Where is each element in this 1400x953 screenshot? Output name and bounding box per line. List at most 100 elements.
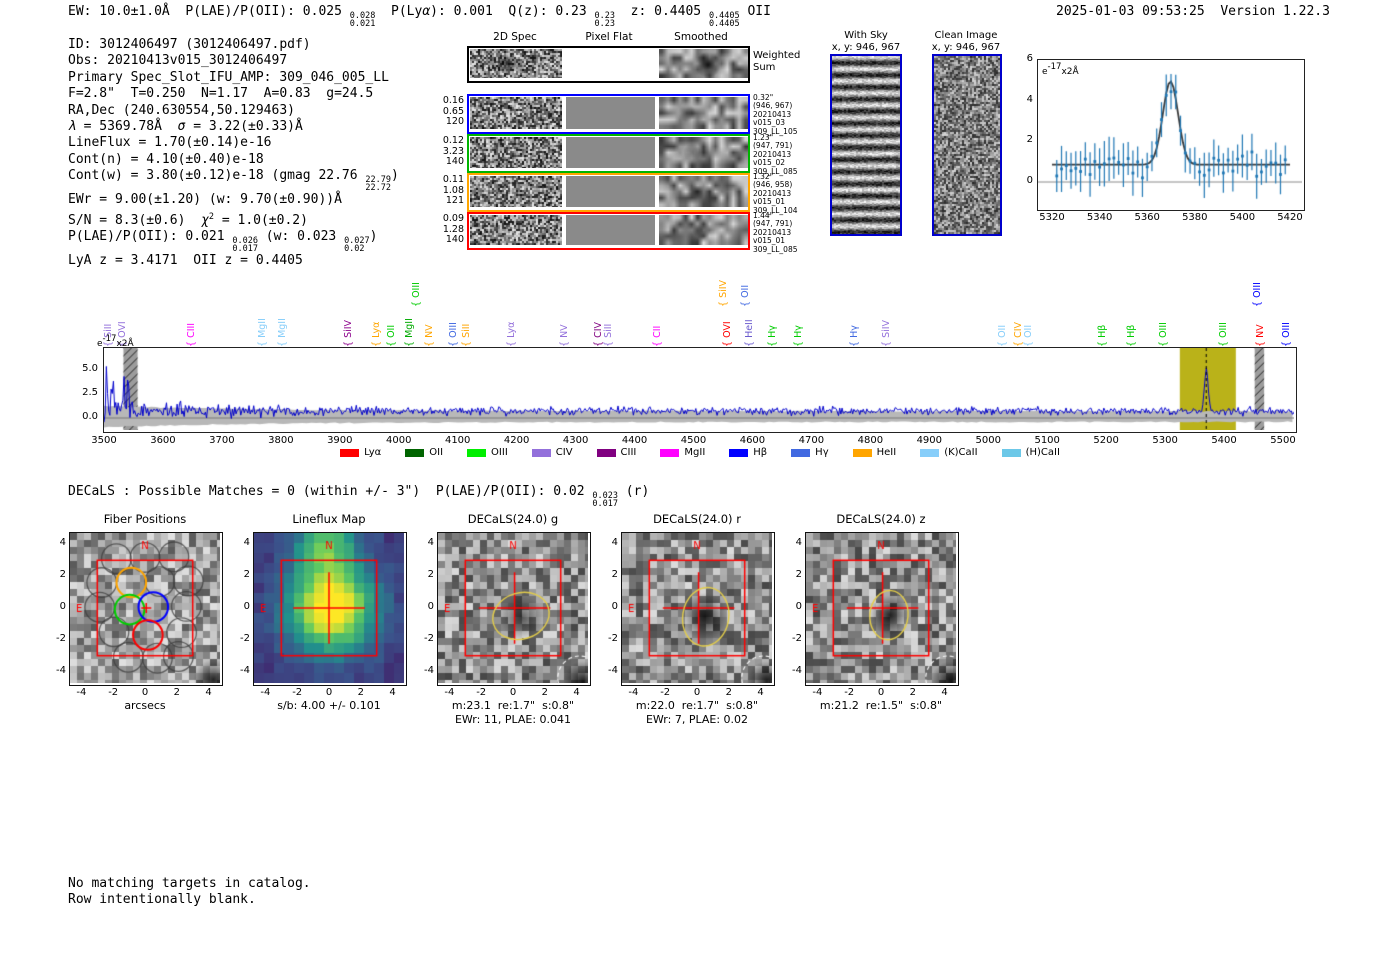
spectral-line-label: { CIII	[186, 322, 198, 347]
legend-label: CIII	[620, 447, 637, 458]
info-line: Primary Spec_Slot_IFU_AMP: 309_046_005_L…	[68, 69, 389, 85]
y-tick-label: 4	[59, 537, 66, 549]
spec2d-row	[467, 212, 750, 250]
y-tick-label: 6	[1026, 53, 1033, 64]
clean-image-title: Clean Image	[934, 30, 998, 41]
spec2d-cell-2dspec	[470, 215, 562, 245]
with-sky-cutout	[830, 54, 902, 236]
cutout-title: DECaLS(24.0) g	[467, 512, 559, 526]
spectral-line-label: { OIII	[1157, 322, 1169, 347]
y-tick-label: 4	[611, 537, 618, 549]
spectral-line-label: { NV	[1254, 324, 1266, 347]
cutout-caption2: EWr: 7, PLAE: 0.02	[645, 713, 749, 726]
legend-label: (K)CaII	[944, 447, 978, 458]
x-tick-label: 4	[205, 687, 212, 698]
legend-label: (H)CaII	[1025, 447, 1060, 458]
x-tick-label: 4	[757, 687, 764, 698]
cutout-panel-decals	[805, 532, 959, 686]
catalog-footer-note: No matching targets in catalog. Row inten…	[68, 876, 311, 907]
x-tick-label: 4	[941, 687, 948, 698]
spec2d-row	[467, 94, 750, 134]
superscript: -17	[1047, 62, 1062, 72]
spec2d-cell-2dspec	[470, 97, 562, 129]
spec2d-row	[467, 134, 750, 173]
y-tick-label: -4	[56, 664, 66, 676]
y-tick-label: 0	[427, 601, 434, 612]
italic-symbol: σ	[177, 119, 186, 135]
y-tick-label: 2	[1026, 134, 1033, 146]
emission-line-legend: Lyα OII OIII CIV CIII MgII Hβ Hγ HeII (K)CaII (H)C…	[104, 447, 1296, 458]
y-tick-label: 2	[427, 569, 434, 581]
info-line: LineFlux = 1.70(±0.14)e-16	[68, 135, 272, 151]
line-fit-zoom-plot	[1037, 59, 1305, 211]
info-line: EWr = 9.00(±1.20) (w: 9.70(±0.90))Å	[68, 192, 342, 208]
x-tick-label: 4100	[444, 435, 471, 446]
spectral-line-label: { OIII	[410, 282, 422, 307]
spec2d-cell-smoothed	[659, 137, 748, 168]
superscript: 2	[208, 211, 215, 222]
spectral-line-label: { SiII	[460, 323, 472, 347]
x-tick-label: 3600	[150, 435, 176, 446]
x-tick-label: 0	[693, 687, 701, 698]
full-spectrum-plot	[103, 347, 1297, 433]
x-tick-label: 5000	[975, 435, 1001, 446]
y-tick-label: 0.0	[82, 411, 98, 422]
x-tick-label: 3500	[91, 435, 117, 446]
legend-label: Hγ	[815, 447, 829, 458]
info-line: Obs: 20210413v015_3012406497	[68, 53, 288, 69]
spec2d-cell-smoothed	[659, 97, 748, 129]
spec2d-row-right-labels: 1.23" (947, 791) 20210413 v015_02 309_LL_085	[753, 133, 798, 176]
spectral-line-label: { Hγ	[848, 325, 860, 347]
stacked-uncertainty: 0.028 0.021	[349, 11, 376, 29]
legend-item: Hβ	[729, 447, 767, 458]
spec2d-row-left-labels: 0.12 3.23 140	[442, 135, 464, 167]
x-tick-label: -2	[660, 687, 671, 698]
x-tick-label: 5360	[1134, 212, 1160, 223]
x-tick-label: 0	[877, 687, 885, 698]
x-tick-label: 4	[573, 687, 580, 698]
x-tick-label: 5420	[1277, 212, 1303, 223]
y-tick-label: 2	[243, 569, 250, 581]
legend-item: (H)CaII	[1001, 447, 1060, 458]
stacked-uncertainty: 0.4405 0.4405	[708, 11, 740, 29]
x-tick-label: 4800	[857, 435, 884, 446]
legend-label: MgII	[684, 447, 706, 458]
y-tick-label: -2	[424, 632, 434, 644]
x-tick-label: 4000	[386, 435, 412, 446]
legend-swatch	[405, 448, 425, 457]
spectral-line-label: { OII	[997, 324, 1009, 347]
y-tick-label: 0	[611, 601, 618, 612]
with-sky-coords: x, y: 946, 967	[831, 42, 901, 53]
spectral-line-label: { OII	[385, 324, 397, 347]
footer-line: No matching targets in catalog.	[68, 876, 311, 891]
x-tick-label: 5400	[1211, 435, 1237, 446]
y-tick-label: 4	[1026, 93, 1033, 105]
x-tick-label: 5300	[1152, 435, 1178, 446]
clean-image-cutout	[932, 54, 1002, 236]
x-tick-label: -2	[476, 687, 487, 698]
y-tick-label: -2	[608, 632, 618, 644]
spectral-line-label: { Hγ	[767, 325, 779, 347]
x-tick-label: -4	[76, 687, 87, 698]
legend-swatch	[920, 448, 940, 457]
spec2d-cell-smoothed	[659, 215, 748, 245]
x-tick-label: -2	[108, 687, 119, 698]
x-tick-label: 0	[509, 687, 517, 698]
info-line: Cont(n) = 4.10(±0.40)e-18	[68, 151, 264, 167]
spectral-line-label: { Hβ	[1097, 324, 1109, 347]
x-tick-label: 4500	[680, 435, 707, 446]
cutout-caption: m:21.2 re:1.5" s:0.8"	[819, 699, 943, 712]
spectral-line-label: { Lyα	[505, 321, 517, 347]
spectral-line-label: { NV	[558, 324, 570, 347]
spec2d-row-right-labels: 1.44" (947, 791) 20210413 v015_01 309_LL_085	[753, 211, 798, 254]
spec2d-cell-2dspec	[470, 49, 562, 78]
y-tick-label: 0	[1026, 175, 1033, 186]
y-tick-label: 0	[795, 601, 802, 612]
header-summary-line: EW: 10.0±1.0Å P(LAE)/P(OII): 0.025 0.028…	[68, 4, 771, 29]
zoom-plot-ylabel: e-17x2Å	[1042, 62, 1079, 77]
legend-item: HeII	[852, 447, 896, 458]
x-tick-label: 4200	[503, 435, 530, 446]
spectral-line-label: { NV	[423, 324, 435, 347]
x-tick-label: -4	[812, 687, 823, 698]
y-tick-label: 4	[427, 537, 434, 549]
